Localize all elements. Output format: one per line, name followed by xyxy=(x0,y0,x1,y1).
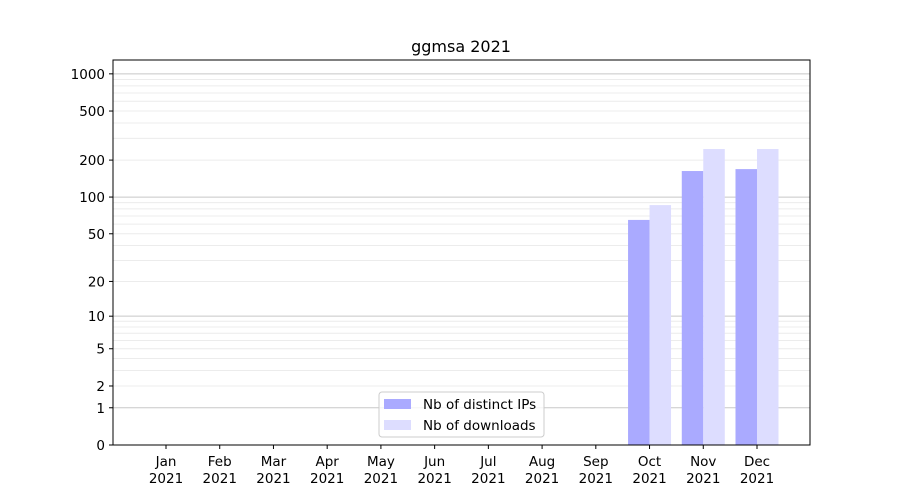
y-tick-label: 1000 xyxy=(71,67,105,83)
x-tick-label: Jul 2021 xyxy=(471,454,505,487)
legend-label-distinct-ips: Nb of distinct IPs xyxy=(423,397,536,413)
x-axis: Jan 2021 Feb 2021 Mar 2021 Apr 2021 May 2021 Jun 20… xyxy=(149,445,774,487)
x-tick-label: Jan 2021 xyxy=(149,454,183,487)
y-tick-label: 1 xyxy=(96,401,105,417)
x-tick-label: Feb 2021 xyxy=(203,454,237,487)
y-tick-label: 5 xyxy=(96,342,105,358)
y-axis: 0 1 2 5 10 20 50 100 200 500 1000 xyxy=(71,67,113,454)
bars xyxy=(628,149,779,446)
x-tick-label: May 2021 xyxy=(364,454,398,487)
bar-distinct-ips xyxy=(735,169,757,445)
y-tick-label: 100 xyxy=(79,190,105,206)
y-tick-label: 50 xyxy=(88,227,105,243)
x-tick-label: Aug 2021 xyxy=(525,454,559,487)
legend-swatch-distinct-ips xyxy=(384,399,411,409)
x-tick-label: Dec 2021 xyxy=(740,454,774,487)
x-tick-label: Nov 2021 xyxy=(686,454,720,487)
bar-distinct-ips xyxy=(628,219,650,445)
x-tick-label: Sep 2021 xyxy=(579,454,613,487)
y-tick-label: 0 xyxy=(96,438,105,454)
x-tick-label: Jun 2021 xyxy=(417,454,451,487)
y-tick-label: 20 xyxy=(88,274,105,290)
legend-label-downloads: Nb of downloads xyxy=(423,418,536,434)
y-tick-label: 10 xyxy=(88,309,105,325)
bar-distinct-ips xyxy=(681,171,704,446)
legend-swatch-downloads xyxy=(384,420,411,430)
bar-downloads xyxy=(757,149,779,446)
chart-title: ggmsa 2021 xyxy=(411,37,511,56)
x-tick-label: Apr 2021 xyxy=(310,454,344,487)
plot-frame xyxy=(112,59,811,446)
bar-downloads xyxy=(703,149,725,446)
bar-downloads xyxy=(649,205,672,445)
x-tick-label: Oct 2021 xyxy=(632,454,666,487)
x-tick-label: Mar 2021 xyxy=(256,454,290,487)
y-tick-label: 200 xyxy=(79,153,105,169)
legend-frame xyxy=(378,391,545,438)
y-tick-label: 500 xyxy=(79,104,105,120)
legend: Nb of distinct IPs Nb of downloads xyxy=(378,391,545,438)
y-tick-label: 2 xyxy=(96,379,105,395)
